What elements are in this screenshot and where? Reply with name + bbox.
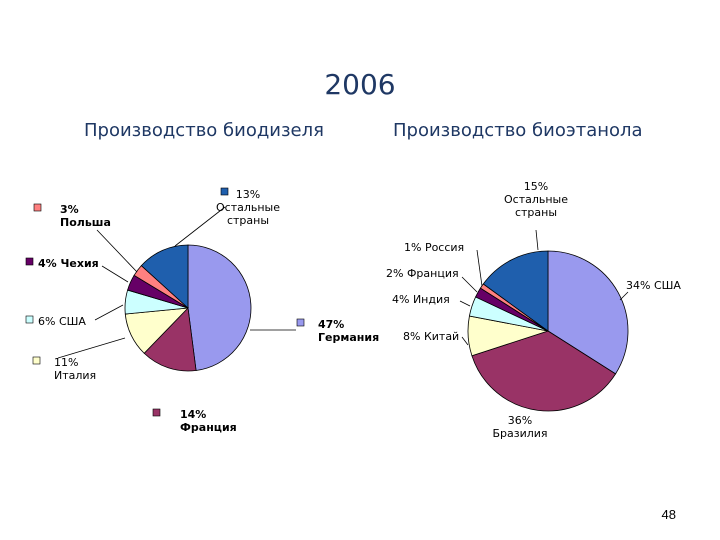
data-label-3: 6% США [38,315,86,328]
leader-line-2 [461,336,469,346]
leader-line-3 [94,304,124,321]
legend-swatch-4 [25,257,34,266]
leader-line-3 [459,300,471,307]
leader-line-2 [57,337,126,359]
bioethanol-chart-title: Производство биоэтанола [393,120,643,141]
data-label-4: 4% Чехия [38,257,99,270]
leader-line-6 [174,206,226,247]
pie-slice-0 [547,250,629,375]
leader-line-0 [619,291,629,301]
bioethanol-pie: 34% США 36% Бразилия 8% Китай 4% Индия 2% Фра… [386,180,681,440]
data-label-5: 1% Россия [404,241,464,254]
legend-swatch-5 [33,203,42,212]
data-label-2: 11% Италия [54,356,96,382]
pie-slice-1 [471,330,617,412]
leader-line-4 [101,265,129,283]
data-label-5: 3% Польша [60,203,111,229]
legend-swatch-3 [25,315,34,324]
data-label-0: 34% США [626,279,681,292]
legend-swatch-2 [32,356,41,365]
data-label-2: 8% Китай [403,330,459,343]
leader-line-6 [535,229,539,251]
pie-slice-0 [187,244,252,371]
leader-line-5 [96,229,138,273]
leader-line-5 [476,249,483,287]
data-label-1: 14% Франция [180,408,237,434]
pie-slice-1 [143,307,197,372]
data-label-3: 4% Индия [392,293,450,306]
pie-slice-6 [140,244,189,309]
legend-swatch-0 [296,318,305,327]
slide-title: 2006 [324,68,396,101]
data-label-6: 13% Остальные страны [216,188,280,227]
page-number: 48 [661,507,676,522]
legend-swatch-6 [220,187,229,196]
leader-line-4 [461,276,478,293]
biodiesel-pie: 47% Германия 14% Франция 11% Италия 6% США 4% Ч… [25,187,379,434]
legend-swatch-1 [152,408,161,417]
data-label-1: 36% Бразилия [492,414,547,440]
biodiesel-chart-title: Производство биодизеля [84,120,324,141]
data-label-0: 47% Германия [318,318,379,344]
data-label-6: 15% Остальные страны [504,180,568,219]
pie-slice-6 [482,250,549,332]
data-label-4: 2% Франция [386,267,459,280]
